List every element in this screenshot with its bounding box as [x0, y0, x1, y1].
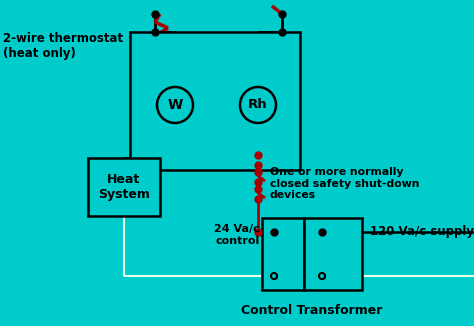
Text: One or more normally
closed safety shut-down
devices: One or more normally closed safety shut-…: [270, 167, 419, 200]
Bar: [304, 218, 362, 290]
Circle shape: [271, 273, 277, 279]
Circle shape: [240, 87, 276, 123]
Circle shape: [157, 87, 193, 123]
Text: W: W: [167, 98, 182, 112]
Bar: [262, 218, 304, 290]
Circle shape: [319, 273, 325, 279]
Bar: [130, 32, 300, 170]
Text: Heat
System: Heat System: [98, 173, 150, 201]
Text: Control Transformer: Control Transformer: [241, 304, 383, 317]
Text: 120 Va/c supply: 120 Va/c supply: [370, 226, 474, 239]
Text: Rh: Rh: [248, 98, 268, 111]
Text: 2-wire thermostat
(heat only): 2-wire thermostat (heat only): [3, 32, 123, 60]
Bar: [88, 158, 160, 216]
Text: 24 Va/c
control: 24 Va/c control: [214, 224, 260, 245]
